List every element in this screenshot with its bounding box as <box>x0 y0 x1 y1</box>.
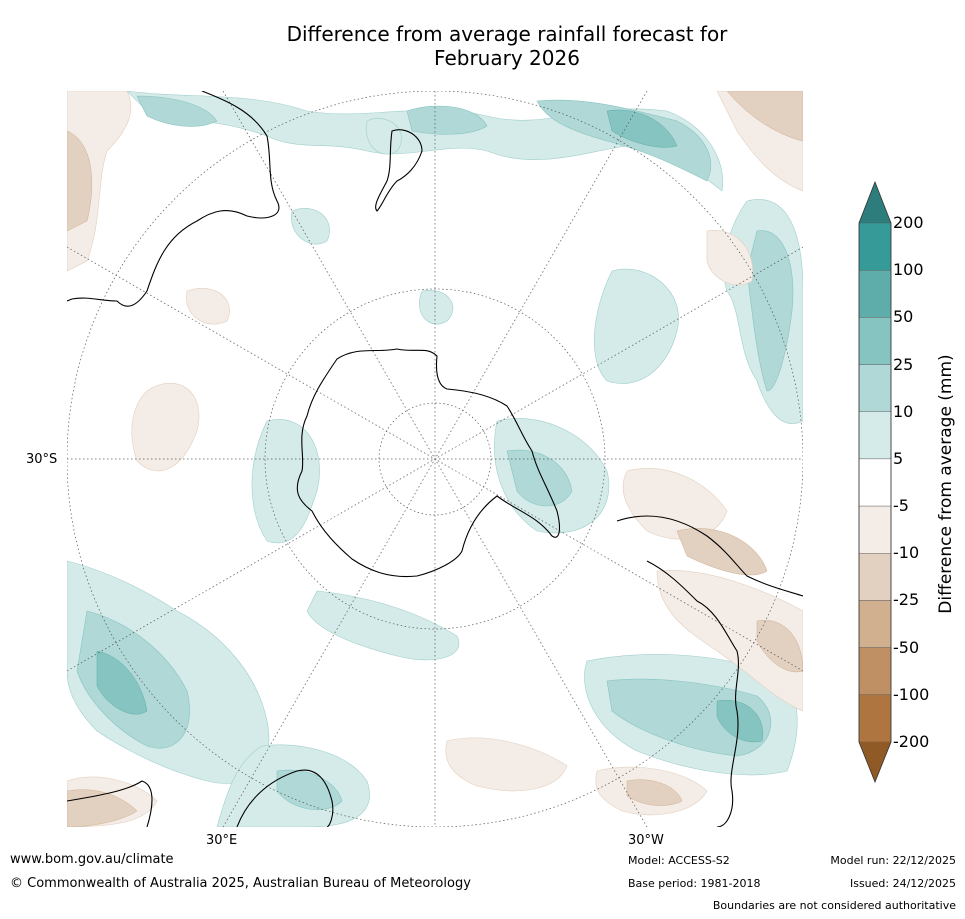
colorbar-segment <box>858 553 892 601</box>
colorbar-tick-label: 5 <box>893 448 904 468</box>
new-zealand-outline <box>375 129 423 212</box>
colorbar-tick-label: -100 <box>893 684 930 704</box>
colorbar-tick-label: 10 <box>893 401 914 421</box>
colorbar-extend-bottom <box>859 742 891 782</box>
colorbar-tick-label: -25 <box>893 590 920 610</box>
south-america-coast <box>646 560 739 827</box>
colorbar-tick-label: -50 <box>893 637 920 657</box>
south-america-outline <box>616 515 803 597</box>
footer-copyright: © Commonwealth of Australia 2025, Austra… <box>10 876 471 891</box>
footer-website: www.bom.gov.au/climate <box>10 852 174 867</box>
footer-disclaimer: Boundaries are not considered authoritat… <box>712 899 956 912</box>
colorbar-segment <box>858 317 892 365</box>
latitude-label-30s: 30°S <box>26 452 58 467</box>
chart-title: Difference from average rainfall forecas… <box>67 22 947 70</box>
colorbar-tick-label: 50 <box>893 307 914 327</box>
map-graticule <box>67 91 803 827</box>
colorbar-segment <box>858 694 892 743</box>
colorbar <box>858 180 892 784</box>
footer-model: Model: ACCESS-S2 <box>628 854 730 867</box>
colorbar-tick-label: -10 <box>893 543 920 563</box>
colorbar-extend-top <box>859 182 891 223</box>
colorbar-segment <box>858 222 892 271</box>
colorbar-segment <box>858 505 892 554</box>
footer-model-run: Model run: 22/12/2025 <box>830 854 956 867</box>
antarctica-outline <box>296 348 561 578</box>
colorbar-tick-label: -200 <box>893 732 930 751</box>
dry-anomaly-regions <box>67 91 803 827</box>
footer-base-period: Base period: 1981-2018 <box>628 877 761 890</box>
australia-outline <box>67 91 280 307</box>
longitude-label-30e: 30°E <box>206 833 238 848</box>
land-outlines <box>67 91 803 827</box>
colorbar-tick-label: -5 <box>893 496 909 516</box>
colorbar-title: Difference from average (mm) <box>936 354 956 614</box>
title-line-2: February 2026 <box>434 46 580 70</box>
latitude-circle-60s <box>264 288 606 630</box>
colorbar-segment <box>858 411 892 460</box>
colorbar-tick-label: 200 <box>893 213 924 232</box>
colorbar-segment <box>858 458 892 507</box>
colorbar-segment <box>858 647 892 696</box>
footer-issued: Issued: 24/12/2025 <box>849 877 956 890</box>
colorbar-segment <box>858 600 892 648</box>
colorbar-segment <box>858 364 892 412</box>
longitude-label-30w: 30°W <box>628 833 664 848</box>
colorbar-tick-label: 25 <box>893 354 914 374</box>
dry-anomaly-strong <box>67 91 803 827</box>
rainfall-anomaly-map <box>67 91 803 827</box>
title-line-1: Difference from average rainfall forecas… <box>286 22 728 46</box>
wet-anomaly-very-strong <box>96 109 764 743</box>
africa-outline <box>67 780 153 827</box>
africa-coast-south <box>236 769 334 827</box>
colorbar-tick-label: 100 <box>893 260 924 280</box>
colorbar-segment <box>858 269 892 318</box>
